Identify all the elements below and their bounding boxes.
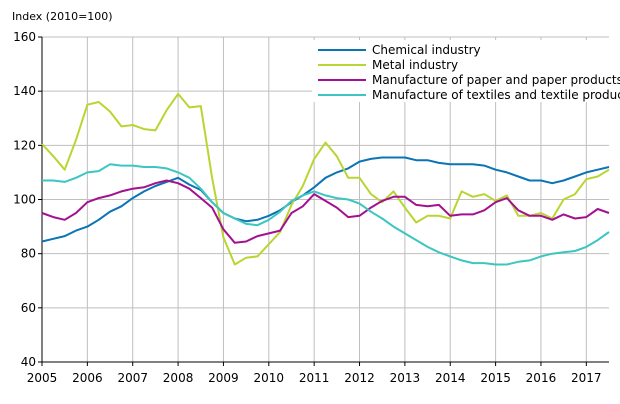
legend-label: Metal industry: [372, 58, 458, 72]
y-tick-label: 100: [13, 193, 36, 207]
x-tick-label: 2011: [299, 371, 330, 385]
y-tick-label: 80: [21, 247, 36, 261]
y-axis-title: Index (2010=100): [12, 10, 113, 23]
y-tick-label: 160: [13, 30, 36, 44]
x-tick-label: 2017: [571, 371, 602, 385]
legend-label: Manufacture of paper and paper products: [372, 73, 620, 87]
x-tick-label: 2013: [390, 371, 421, 385]
x-tick-label: 2009: [208, 371, 239, 385]
x-tick-label: 2010: [254, 371, 285, 385]
x-tick-label: 2005: [27, 371, 58, 385]
axes: 40 60 80 100 120 140 160 2005 2006 2007 2008 2009 20…: [13, 30, 609, 385]
y-tick-label: 140: [13, 84, 36, 98]
x-tick-label: 2006: [72, 371, 103, 385]
x-tick-label: 2012: [344, 371, 375, 385]
series-line: [41, 92, 610, 266]
series-line: [42, 163, 610, 266]
x-tick-label: 2015: [480, 371, 511, 385]
y-tick-label: 120: [13, 138, 36, 152]
y-tick-label: 40: [21, 355, 36, 369]
legend-label: Manufacture of textiles and textile prod…: [372, 88, 620, 102]
series-line: [41, 156, 610, 243]
x-tick-label: 2007: [117, 371, 148, 385]
x-tick-label: 2016: [526, 371, 557, 385]
y-tick-label: 60: [21, 301, 36, 315]
series-lines: [41, 92, 610, 266]
series-line: [41, 179, 610, 244]
x-tick-label: 2014: [435, 371, 466, 385]
legend-label: Chemical industry: [372, 43, 481, 57]
x-tick-label: 2008: [163, 371, 194, 385]
